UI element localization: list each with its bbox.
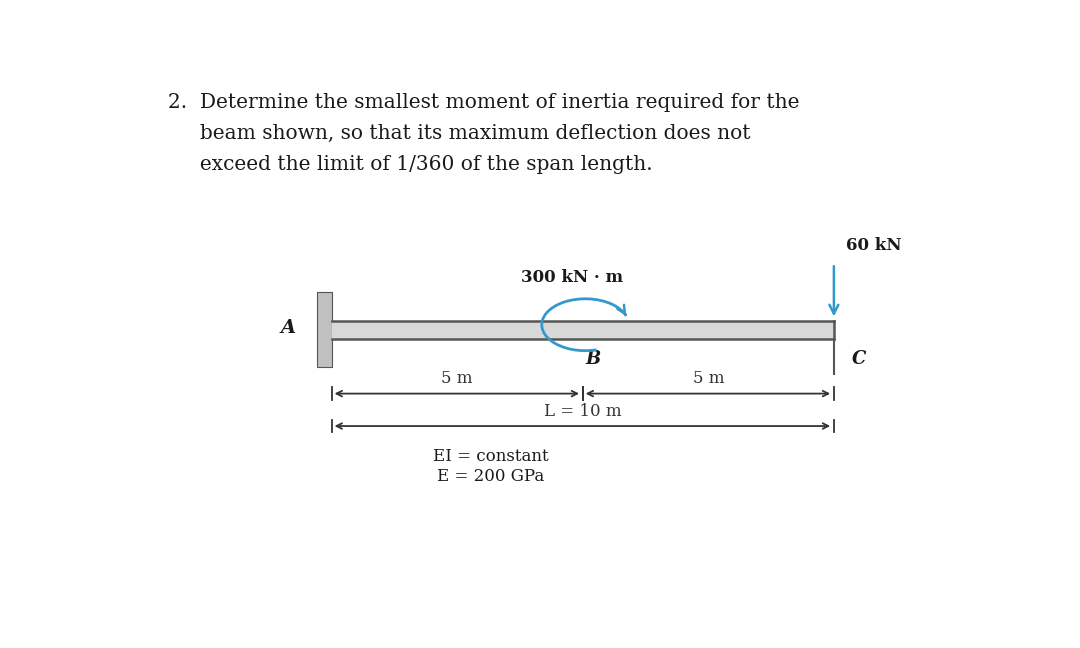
Text: B: B (585, 350, 600, 367)
Text: C: C (852, 350, 866, 367)
Text: exceed the limit of 1/360 of the span length.: exceed the limit of 1/360 of the span le… (168, 155, 653, 174)
Text: 5 m: 5 m (692, 370, 724, 387)
Bar (316, 292, 332, 367)
Text: beam shown, so that its maximum deflection does not: beam shown, so that its maximum deflecti… (168, 124, 751, 143)
Text: 300 kN · m: 300 kN · m (521, 270, 623, 286)
Text: EI = constant: EI = constant (433, 448, 549, 465)
Bar (332, 321, 834, 339)
Text: A: A (281, 319, 296, 337)
Text: 2.  Determine the smallest moment of inertia required for the: 2. Determine the smallest moment of iner… (168, 93, 800, 111)
Text: 60 kN: 60 kN (847, 237, 902, 255)
Text: L = 10 m: L = 10 m (544, 402, 622, 419)
Text: E = 200 GPa: E = 200 GPa (437, 469, 544, 485)
Text: 5 m: 5 m (442, 370, 473, 387)
